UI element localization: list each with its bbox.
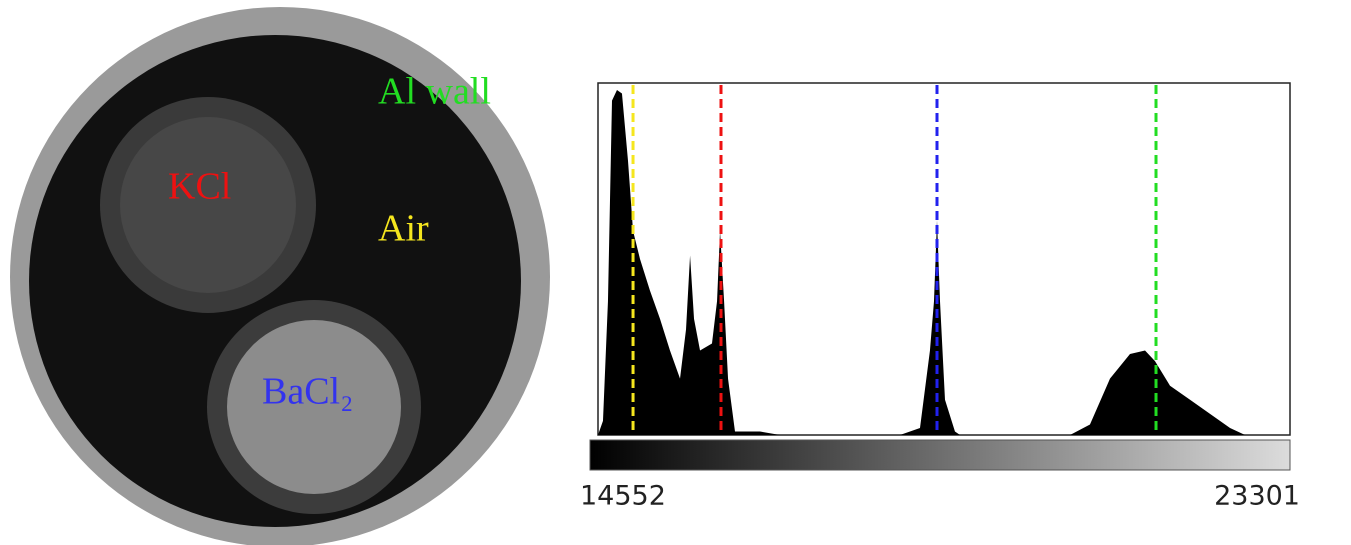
x-tick-label: 23301	[1214, 481, 1300, 512]
page: Al wallKClAirBaCl₂1455223301 (() => { co…	[0, 0, 1351, 545]
x-tick-label: 14552	[580, 481, 666, 512]
image-label: Al wall	[378, 71, 491, 113]
image-label: Air	[378, 208, 429, 250]
colorbar	[590, 440, 1290, 470]
image-label: BaCl₂	[262, 371, 353, 413]
image-label: KCl	[168, 166, 231, 208]
figure: Al wall KCl Air BaCl₂ 14552 23301	[0, 0, 1351, 545]
